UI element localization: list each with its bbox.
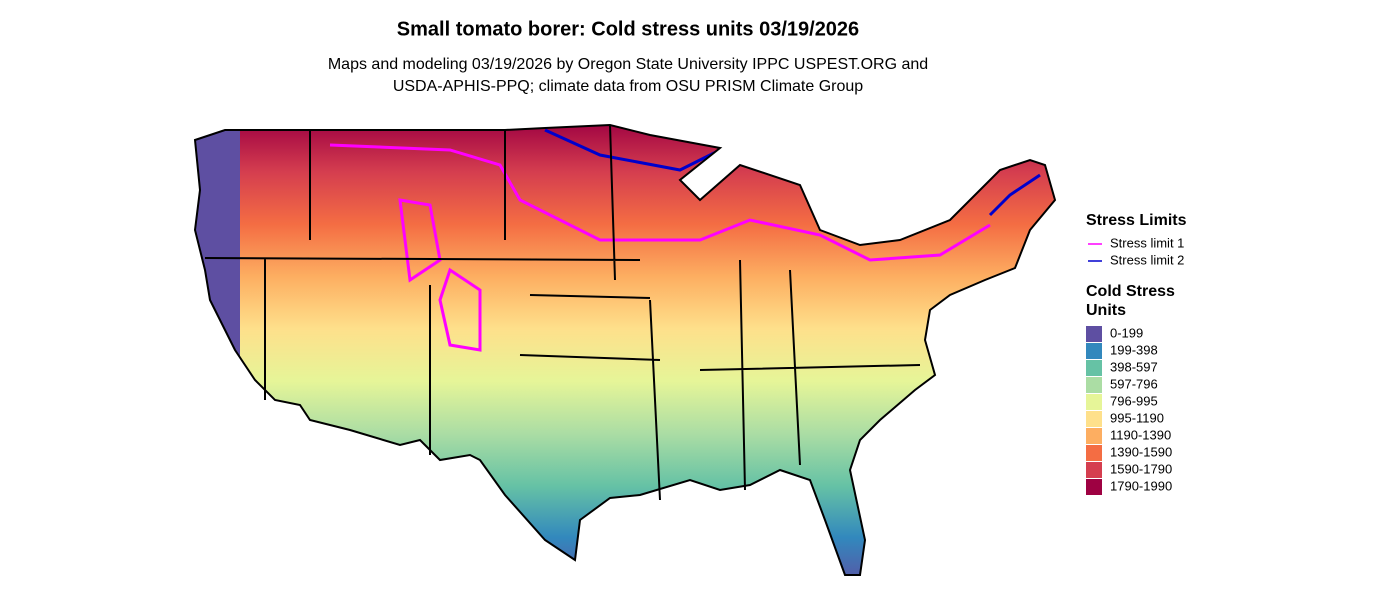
legend-label: 1390-1590 <box>1110 444 1172 459</box>
legend-label: 398-597 <box>1110 359 1158 374</box>
legend-label: 0-199 <box>1110 325 1143 340</box>
legend-label: 796-995 <box>1110 393 1158 408</box>
legend-label: 1790-1990 <box>1110 478 1172 493</box>
legend-swatch <box>1086 343 1102 359</box>
stress-contour <box>544 128 1041 217</box>
title: Small tomato borer: Cold stress units 03… <box>397 18 859 40</box>
subtitle: USDA-APHIS-PPQ; climate data from OSU PR… <box>393 78 863 95</box>
legend-swatch <box>1086 445 1102 461</box>
legend-swatch <box>1086 377 1102 393</box>
legend-swatch <box>1086 428 1102 444</box>
legend-swatch <box>1086 462 1102 478</box>
legend-label: 995-1190 <box>1110 410 1164 425</box>
subtitle: Maps and modeling 03/19/2026 by Oregon S… <box>328 56 928 73</box>
map-fill <box>195 125 1055 575</box>
map <box>195 125 1055 575</box>
legend-swatch <box>1086 394 1102 410</box>
legend-swatch <box>1086 326 1102 342</box>
state-borders <box>194 124 1056 576</box>
legend-label: Stress limit 2 <box>1110 252 1184 267</box>
legend-swatch <box>1086 479 1102 495</box>
legend-swatch <box>1086 360 1102 376</box>
legend-label: Stress limit 1 <box>1110 235 1184 250</box>
legend-title: Stress Limits <box>1086 212 1187 229</box>
legend-label: 199-398 <box>1110 342 1158 357</box>
legend-title: Units <box>1086 302 1126 319</box>
legend-title: Cold Stress <box>1086 283 1175 300</box>
legend-label: 1590-1790 <box>1110 461 1172 476</box>
west-coast <box>195 125 240 575</box>
legend-swatch <box>1086 411 1102 427</box>
legend-label: 597-796 <box>1110 376 1158 391</box>
legend-label: 1190-1390 <box>1110 427 1171 442</box>
